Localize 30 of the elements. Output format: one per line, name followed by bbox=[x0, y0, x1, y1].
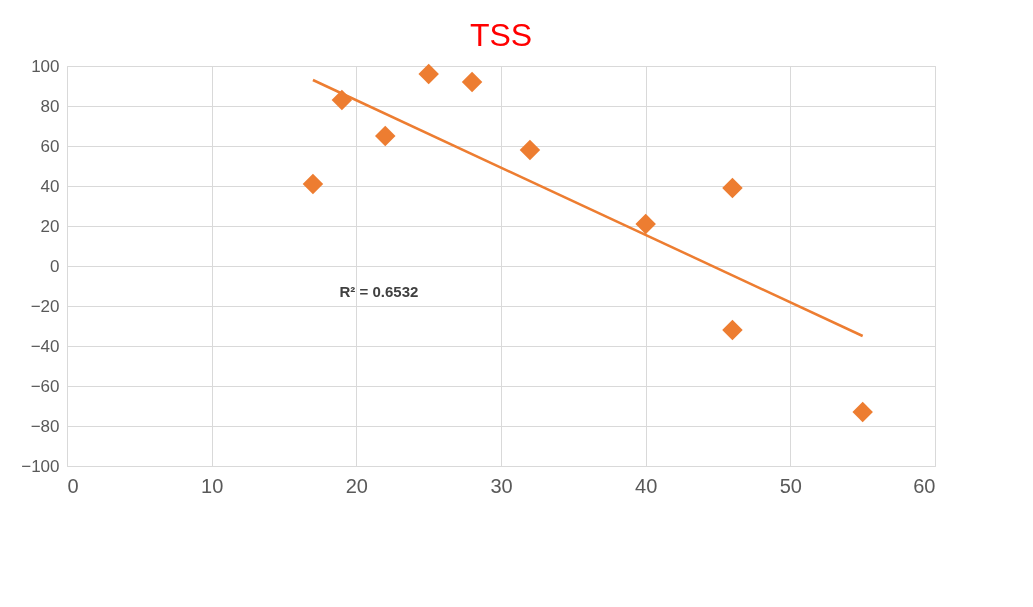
point bbox=[302, 173, 324, 195]
chart-title: TSS bbox=[469, 17, 533, 53]
y-tick-label: −80 bbox=[30, 416, 60, 436]
point bbox=[461, 71, 483, 93]
y-tick-label: −20 bbox=[30, 296, 60, 316]
y-tick-label: −40 bbox=[30, 336, 60, 356]
x-tick-label: 0 bbox=[67, 474, 79, 497]
x-tick-label: 20 bbox=[345, 474, 368, 497]
y-tick-label: 80 bbox=[40, 96, 60, 116]
y-tick-label: 0 bbox=[50, 256, 60, 276]
y-tick-label: −100 bbox=[21, 456, 60, 476]
annotation: R² = 0.6532 bbox=[339, 283, 419, 300]
x-tick-label: 40 bbox=[635, 474, 658, 497]
point bbox=[375, 125, 396, 147]
x-tick-label: 30 bbox=[490, 474, 513, 497]
x-tick-label: 50 bbox=[779, 474, 802, 497]
point bbox=[635, 213, 656, 235]
point bbox=[852, 401, 873, 423]
point bbox=[519, 139, 541, 161]
point bbox=[722, 319, 743, 341]
point bbox=[722, 177, 743, 199]
y-tick-label: −60 bbox=[30, 376, 60, 396]
point bbox=[331, 89, 353, 111]
y-tick-label: 100 bbox=[31, 56, 60, 76]
y-tick-label: 40 bbox=[40, 176, 60, 196]
y-tick-label: 20 bbox=[40, 216, 60, 236]
point bbox=[418, 63, 439, 85]
x-tick-label: 60 bbox=[913, 474, 936, 497]
y-tick-label: 60 bbox=[40, 136, 60, 156]
x-tick-label: 10 bbox=[201, 474, 224, 497]
